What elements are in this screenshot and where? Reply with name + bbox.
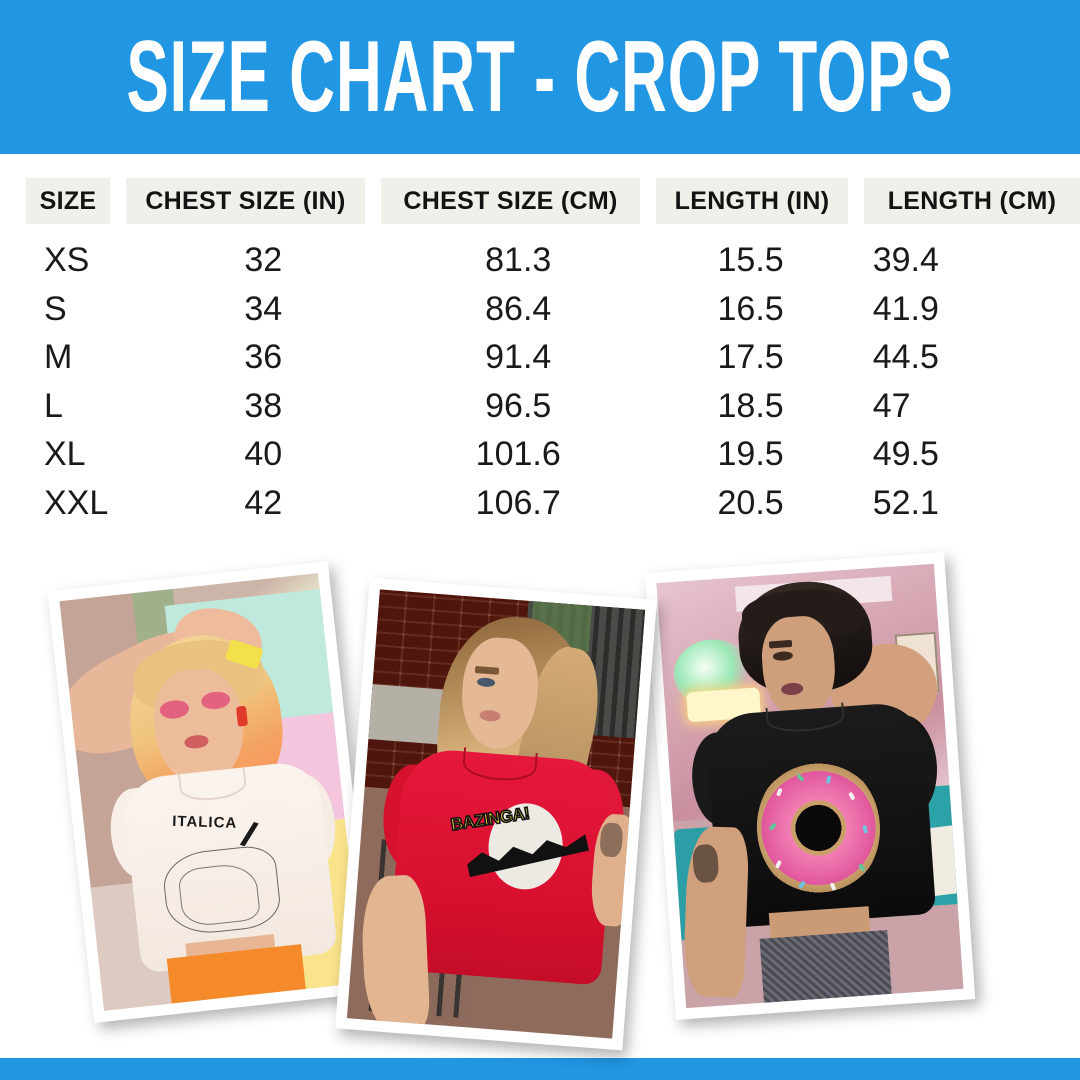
cell-length-cm: 47 [872, 386, 911, 425]
cell-chest-in: 38 [244, 386, 283, 425]
table-row: XXL 42 106.7 20.5 52.1 [0, 479, 1080, 528]
cell-chest-in: 32 [244, 241, 283, 279]
table-row: XL 40 101.6 19.5 49.5 [0, 430, 1080, 479]
cell-length-cm: 41.9 [872, 289, 939, 328]
photo-donut-black-crop-top [644, 552, 976, 1020]
shirt-graphic-text: ITALICA [172, 812, 238, 832]
cell-length-in: 17.5 [717, 338, 784, 377]
table-body: XS 32 81.3 15.5 39.4 S 34 86.4 16.5 41.9… [0, 236, 1080, 528]
column-header-size: SIZE [26, 178, 110, 224]
column-header-chest-size-in: CHEST SIZE (IN) [126, 178, 365, 224]
column-header-length-cm: LENGTH (CM) [864, 178, 1080, 224]
table-header-row: SIZE CHEST SIZE (IN) CHEST SIZE (CM) LEN… [0, 178, 1080, 224]
table-row: L 38 96.5 18.5 47 [0, 382, 1080, 431]
photo-image-italica: ITALICA [59, 573, 363, 1011]
cell-length-in: 15.5 [717, 241, 784, 279]
cell-size: XXL [44, 483, 109, 522]
cell-size: M [44, 338, 73, 377]
cell-chest-in: 34 [244, 289, 283, 328]
table-row: XS 32 81.3 15.5 39.4 [0, 236, 1080, 285]
cell-chest-cm: 81.3 [485, 241, 552, 279]
cell-length-in: 16.5 [717, 289, 784, 328]
cell-chest-cm: 91.4 [485, 338, 552, 377]
column-header-chest-size-cm: CHEST SIZE (CM) [381, 178, 640, 224]
cell-length-cm: 49.5 [872, 435, 939, 474]
bottom-banner [0, 1058, 1080, 1080]
cell-chest-cm: 96.5 [485, 386, 552, 425]
cell-chest-in: 36 [244, 338, 283, 377]
photo-collage: ITALICA [0, 540, 1080, 1051]
cell-length-in: 20.5 [717, 483, 784, 522]
cell-chest-in: 42 [244, 483, 283, 522]
model-jeans [759, 930, 893, 1009]
cell-chest-cm: 101.6 [475, 435, 561, 474]
photo-image-bazinga: BAZINGA! [346, 589, 646, 1039]
column-header-length-in: LENGTH (IN) [656, 178, 848, 224]
cell-size: XL [44, 435, 86, 474]
cell-length-in: 19.5 [717, 435, 784, 474]
cell-chest-in: 40 [244, 435, 283, 474]
page-title: SIZE CHART - CROP TOPS [126, 20, 954, 134]
top-banner: SIZE CHART - CROP TOPS [0, 0, 1080, 154]
size-table: SIZE CHEST SIZE (IN) CHEST SIZE (CM) LEN… [0, 154, 1080, 544]
table-row: S 34 86.4 16.5 41.9 [0, 285, 1080, 334]
model-tattoo [691, 843, 720, 884]
table-row: M 36 91.4 17.5 44.5 [0, 333, 1080, 382]
cell-size: L [44, 386, 63, 425]
photo-image-donut [656, 563, 964, 1009]
cell-chest-cm: 106.7 [475, 483, 561, 522]
photo-italica-white-crop-top: ITALICA [47, 561, 375, 1023]
cell-length-cm: 52.1 [872, 483, 939, 522]
cell-chest-cm: 86.4 [485, 289, 552, 328]
cell-length-cm: 44.5 [872, 338, 939, 377]
cell-length-cm: 39.4 [872, 241, 939, 279]
photo-bazinga-red-crop-top: BAZINGA! [335, 577, 657, 1051]
cell-size: XS [44, 241, 90, 279]
cell-size: S [44, 289, 67, 328]
cell-length-in: 18.5 [717, 386, 784, 425]
